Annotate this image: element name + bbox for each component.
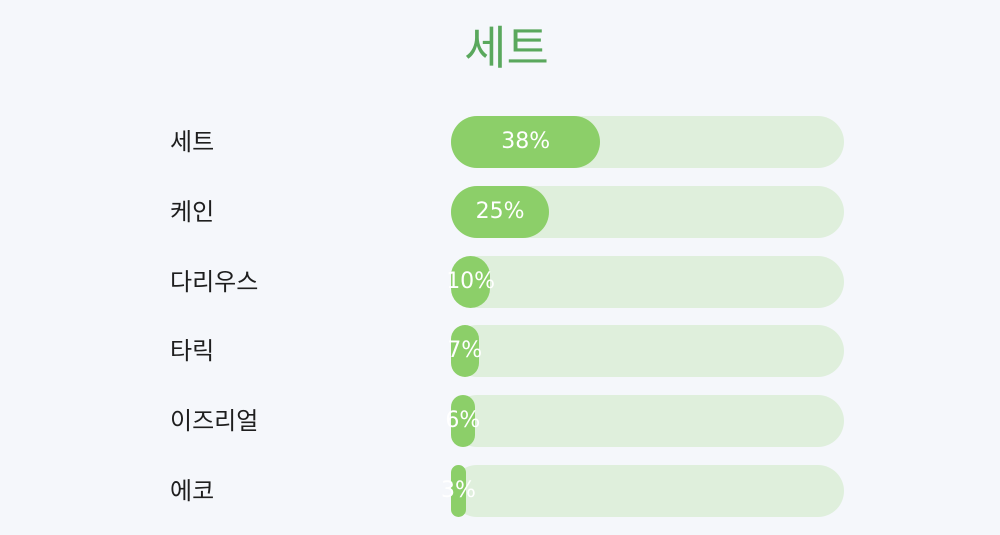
bar-track: 25% [451, 185, 844, 238]
value-label: 7% [447, 338, 483, 364]
bar-row: 세트 38% [0, 116, 1000, 168]
value-label: 25% [475, 198, 525, 224]
bar-row: 타릭 7% [0, 325, 1000, 378]
category-label: 타릭 [170, 337, 215, 366]
bar-fill [451, 325, 479, 378]
bar-track: 7% [447, 325, 844, 378]
chart-title: 세트 [464, 21, 549, 75]
value-label: 6% [445, 408, 481, 434]
bar-track: 38% [451, 116, 844, 168]
category-label: 세트 [170, 128, 215, 156]
bar-fill [451, 255, 491, 308]
bar-rows: 세트 38% 케인 25% 다리우스 10% 타릭 7% 이즈리얼 6% 에코 3% [0, 116, 1000, 535]
bar-fill [451, 395, 475, 448]
category-label: 이즈리얼 [170, 407, 259, 436]
category-label: 다리우스 [170, 267, 259, 296]
bar-fill [451, 464, 466, 517]
category-label: 에코 [170, 476, 215, 505]
bar-fill [451, 116, 601, 168]
value-label: 10% [446, 268, 496, 294]
bar-row: 이즈리얼 6% [0, 395, 1000, 448]
value-label: 3% [441, 477, 476, 503]
bar-track: 6% [445, 395, 844, 448]
bar-row: 에코 3% [0, 464, 1000, 517]
bar-row: 다리우스 10% [0, 255, 1000, 308]
bar-row: 케인 25% [0, 185, 1000, 238]
bar-track: 10% [446, 255, 844, 308]
bar-fill [451, 185, 550, 238]
bar-track: 3% [441, 464, 844, 517]
value-label: 38% [501, 129, 551, 154]
category-label: 케인 [170, 197, 215, 226]
